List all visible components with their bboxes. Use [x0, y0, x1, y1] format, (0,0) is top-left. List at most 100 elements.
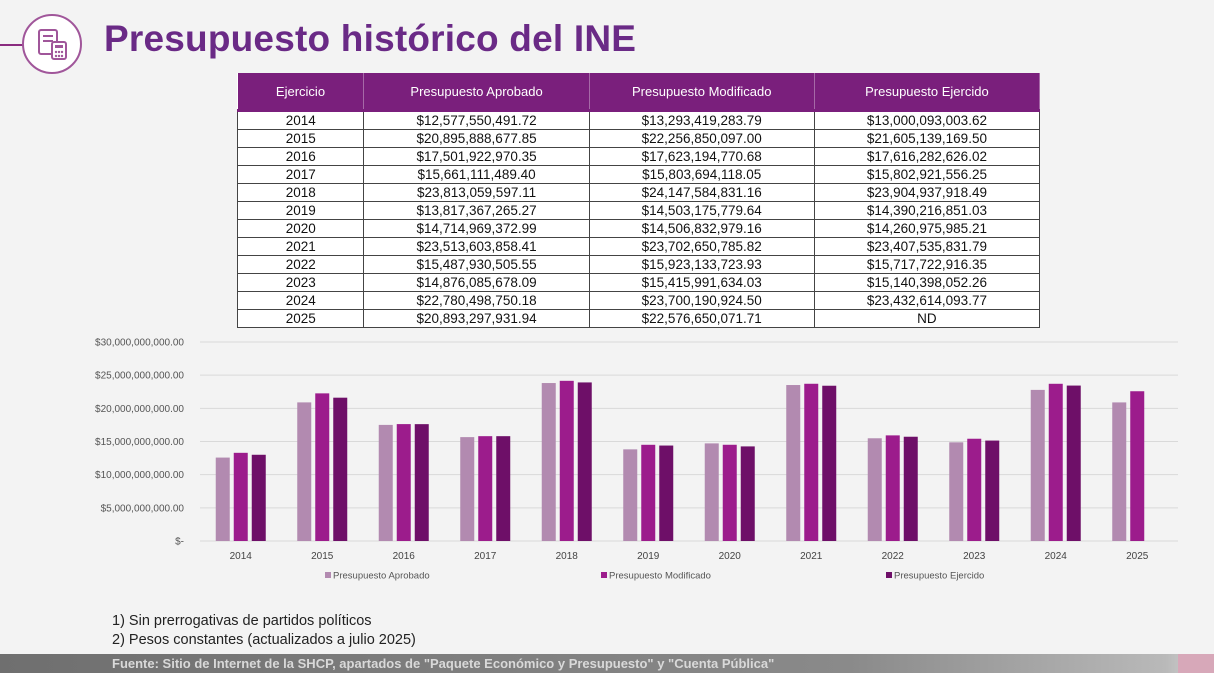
- bar-presupuesto-modificado: [315, 393, 330, 541]
- page-title: Presupuesto histórico del INE: [104, 18, 637, 59]
- y-tick-label: $5,000,000,000.00: [101, 503, 185, 514]
- table-cell: $14,390,216,851.03: [813, 201, 1041, 220]
- source-text: Fuente: Sitio de Internet de la SHCP, ap…: [112, 656, 775, 671]
- table-cell: $13,293,419,283.79: [588, 109, 815, 130]
- bar-presupuesto-aprobado: [378, 424, 393, 541]
- table-row: 2017 $15,661,111,489.40 $15,803,694,118.05…: [236, 165, 1041, 184]
- table-cell: 2024: [236, 291, 365, 310]
- notes: 1) Sin prerrogativas de partidos polític…: [112, 612, 416, 650]
- bar-presupuesto-ejercido: [740, 446, 755, 541]
- bar-presupuesto-aprobado: [867, 438, 882, 541]
- table-cell: $23,432,614,093.77: [813, 291, 1041, 310]
- decorative-line: [0, 44, 24, 46]
- bar-chart-svg: $- $5,000,000,000.00 $10,000,000,000.00 $15…: [95, 338, 1178, 582]
- table-cell: $14,503,175,779.64: [588, 201, 815, 220]
- bar-presupuesto-aprobado: [460, 437, 475, 541]
- table-cell: $15,923,133,723.93: [588, 255, 815, 274]
- table-cell: 2018: [236, 183, 365, 202]
- legend-swatch: [325, 572, 331, 578]
- table-cell: 2014: [236, 109, 365, 130]
- bar-presupuesto-modificado: [885, 435, 900, 541]
- legend-swatch: [886, 572, 892, 578]
- table-cell: $14,260,975,985.21: [813, 219, 1041, 238]
- legend-label: Presupuesto Ejercido: [894, 571, 984, 582]
- bar-presupuesto-ejercido: [333, 397, 348, 541]
- table-row: 2018 $23,813,059,597.11 $24,147,584,831.16…: [236, 183, 1041, 202]
- bar-presupuesto-modificado: [1130, 391, 1145, 541]
- table-cell: $14,506,832,979.16: [588, 219, 815, 238]
- y-tick-label: $25,000,000,000.00: [95, 371, 184, 382]
- x-tick-label: 2023: [963, 551, 986, 562]
- column-header-ejercicio: Ejercicio: [237, 73, 365, 111]
- budget-chart: $- $5,000,000,000.00 $10,000,000,000.00 $15…: [80, 330, 1190, 595]
- table-cell: $12,577,550,491.72: [363, 109, 590, 130]
- column-header-ejercido: Presupuesto Ejercido: [814, 73, 1041, 111]
- y-tick-label: $20,000,000,000.00: [95, 404, 184, 415]
- legend-label: Presupuesto Modificado: [609, 571, 711, 582]
- table-row: 2022 $15,487,930,505.55 $15,923,133,723.93…: [236, 255, 1041, 274]
- bar-presupuesto-modificado: [559, 380, 574, 541]
- bar-presupuesto-ejercido: [985, 440, 1000, 541]
- bar-presupuesto-modificado: [722, 444, 737, 541]
- x-tick-label: 2024: [1045, 551, 1068, 562]
- table-cell: $23,407,535,831.79: [813, 237, 1041, 256]
- table-cell: $23,904,937,918.49: [813, 183, 1041, 202]
- note-2: 2) Pesos constantes (actualizados a juli…: [112, 632, 416, 648]
- x-tick-label: 2016: [393, 551, 416, 562]
- table-row: 2016 $17,501,922,970.35 $17,623,194,770.68…: [236, 147, 1041, 166]
- table-cell: $14,714,969,372.99: [363, 219, 590, 238]
- table-cell: $15,140,398,052.26: [813, 273, 1041, 292]
- bar-presupuesto-modificado: [396, 424, 411, 541]
- table-cell: 2025: [236, 309, 365, 328]
- table-cell: $13,817,367,265.27: [363, 201, 590, 220]
- table-cell: $15,487,930,505.55: [363, 255, 590, 274]
- table-row: 2024 $22,780,498,750.18 $23,700,190,924.50…: [236, 291, 1041, 310]
- x-tick-label: 2019: [637, 551, 660, 562]
- table-cell: 2015: [236, 129, 365, 148]
- bar-presupuesto-ejercido: [1066, 385, 1081, 541]
- table-cell: $22,256,850,097.00: [588, 129, 815, 148]
- column-header-aprobado: Presupuesto Aprobado: [363, 73, 590, 111]
- table-cell: $17,501,922,970.35: [363, 147, 590, 166]
- table-cell: $22,576,650,071.71: [588, 309, 815, 328]
- y-tick-label: $30,000,000,000.00: [95, 338, 184, 349]
- table-row: 2015 $20,895,888,677.85 $22,256,850,097.00…: [236, 129, 1041, 148]
- bar-presupuesto-ejercido: [903, 436, 918, 541]
- bar-presupuesto-modificado: [804, 383, 819, 541]
- table-cell: $14,876,085,678.09: [363, 273, 590, 292]
- table-row: 2014 $12,577,550,491.72 $13,293,419,283.79…: [236, 109, 1041, 130]
- table-cell: $15,717,722,916.35: [813, 255, 1041, 274]
- x-tick-label: 2025: [1126, 551, 1149, 562]
- table-cell: 2021: [236, 237, 365, 256]
- bar-presupuesto-modificado: [478, 436, 493, 541]
- legend-label: Presupuesto Aprobado: [333, 571, 430, 582]
- bar-presupuesto-ejercido: [822, 385, 837, 541]
- table-row: 2021 $23,513,603,858.41 $23,702,650,785.82…: [236, 237, 1041, 256]
- footer-bar: Fuente: Sitio de Internet de la SHCP, ap…: [0, 654, 1214, 673]
- bar-presupuesto-aprobado: [623, 449, 638, 541]
- bar-presupuesto-aprobado: [1112, 402, 1127, 541]
- bar-presupuesto-ejercido: [251, 454, 266, 541]
- table-cell: $17,623,194,770.68: [588, 147, 815, 166]
- table-cell: 2023: [236, 273, 365, 292]
- table-cell: 2017: [236, 165, 365, 184]
- bar-presupuesto-ejercido: [414, 424, 429, 541]
- note-1: 1) Sin prerrogativas de partidos polític…: [112, 613, 372, 629]
- bar-presupuesto-ejercido: [659, 445, 674, 541]
- x-tick-label: 2017: [474, 551, 497, 562]
- legend-swatch: [601, 572, 607, 578]
- budget-table: Ejercicio Presupuesto Aprobado Presupues…: [236, 73, 1041, 328]
- y-tick-label: $10,000,000,000.00: [95, 470, 184, 481]
- bar-presupuesto-modificado: [233, 452, 248, 541]
- bar-presupuesto-modificado: [641, 444, 656, 541]
- bar-presupuesto-modificado: [967, 438, 982, 541]
- table-body: 2014 $12,577,550,491.72 $13,293,419,283.79…: [236, 109, 1041, 328]
- x-tick-label: 2018: [556, 551, 579, 562]
- table-cell: $23,702,650,785.82: [588, 237, 815, 256]
- bar-presupuesto-ejercido: [496, 436, 511, 541]
- table-cell: $24,147,584,831.16: [588, 183, 815, 202]
- y-tick-label: $-: [175, 537, 184, 548]
- table-row: 2020 $14,714,969,372.99 $14,506,832,979.16…: [236, 219, 1041, 238]
- column-header-modificado: Presupuesto Modificado: [589, 73, 815, 111]
- table-row: 2019 $13,817,367,265.27 $14,503,175,779.64…: [236, 201, 1041, 220]
